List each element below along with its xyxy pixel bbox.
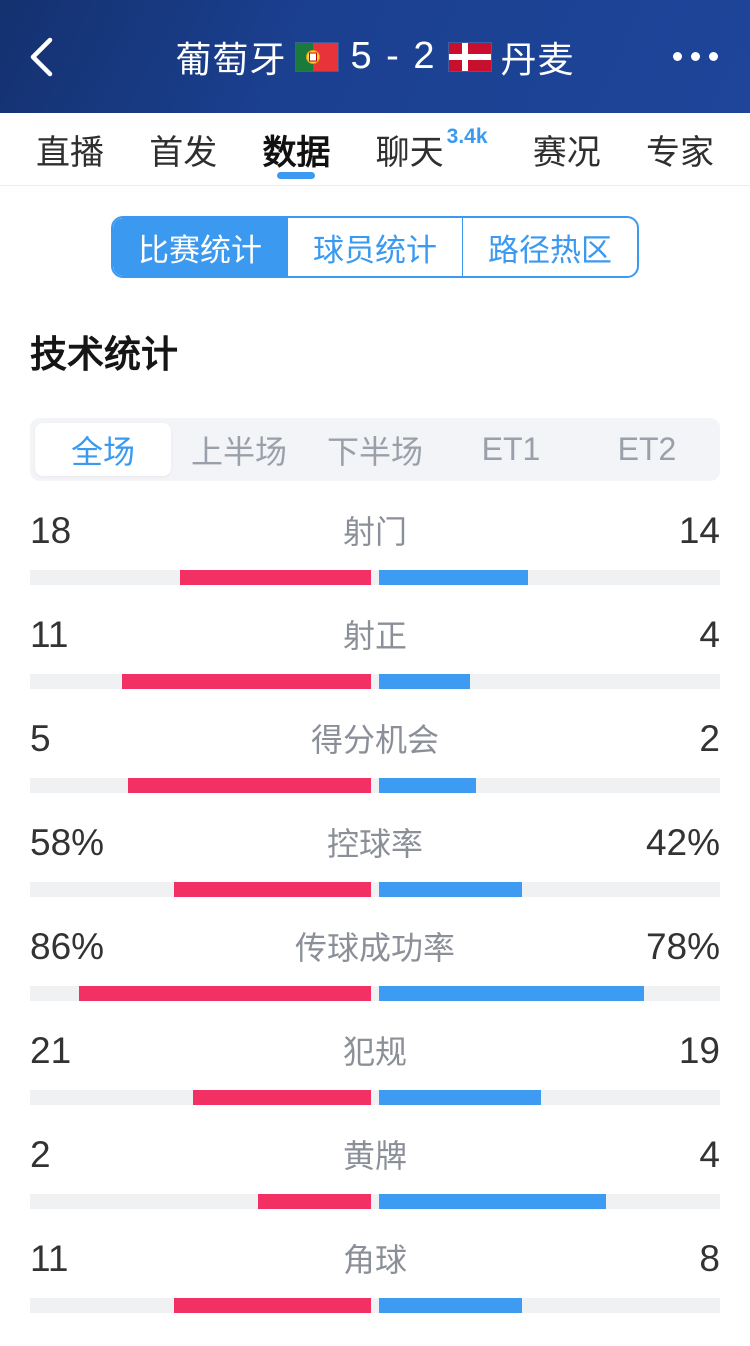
portugal-flag-icon: [296, 42, 339, 71]
home-team-name: 葡萄牙: [175, 38, 287, 80]
home-bar: [121, 674, 371, 689]
match-title: 葡萄牙 5 - 2 丹麦: [0, 0, 750, 113]
stat-bar-track: [30, 882, 720, 897]
home-value: 18: [30, 510, 72, 551]
stat-row-possession: 58% 控球率 42%: [30, 819, 720, 897]
home-bar: [174, 1298, 371, 1313]
away-value: 4: [699, 1134, 720, 1175]
tab-experts[interactable]: 专家: [645, 133, 714, 172]
home-value: 11: [30, 614, 69, 655]
chevron-left-icon: [30, 37, 53, 76]
away-value: 19: [678, 1030, 720, 1071]
home-bar: [179, 570, 371, 585]
home-bar: [78, 986, 371, 1001]
stat-label: 得分机会: [310, 722, 439, 758]
more-menu-button[interactable]: [669, 42, 722, 71]
stat-label: 射正: [342, 618, 407, 654]
away-bar: [379, 570, 528, 585]
stat-label: 黄牌: [342, 1138, 407, 1174]
stat-row-yellow-cards: 2 黄牌 4: [30, 1131, 720, 1209]
away-value: 4: [699, 614, 720, 655]
ellipsis-icon: [691, 52, 700, 61]
home-value: 58%: [30, 822, 105, 863]
tab-data[interactable]: 数据: [262, 113, 330, 185]
stats-list: 18 射门 14 11 射正 4 5 得分机会: [30, 507, 720, 1313]
denmark-flag-icon: [448, 42, 491, 71]
period-second-half[interactable]: 下半场: [326, 433, 423, 470]
nav-tab-bar: 直播 首发 数据 聊天 3.4k 赛况 专家: [0, 113, 750, 186]
segment-match-stats[interactable]: 比赛统计: [113, 218, 287, 276]
home-bar: [257, 1194, 371, 1209]
away-bar: [379, 778, 477, 793]
period-et1[interactable]: ET1: [481, 431, 541, 467]
stat-row-shots: 18 射门 14: [30, 507, 720, 585]
stat-bar-track: [30, 986, 720, 1001]
home-value: 2: [30, 1134, 51, 1175]
away-bar: [379, 986, 645, 1001]
tab-match-status[interactable]: 赛况: [532, 133, 601, 172]
period-first-half[interactable]: 上半场: [190, 433, 287, 470]
ellipsis-icon: [673, 52, 682, 61]
away-bar: [379, 1194, 606, 1209]
away-value: 8: [699, 1238, 720, 1279]
section-title: 技术统计: [30, 334, 178, 375]
stat-label: 射门: [342, 514, 407, 550]
stat-label: 控球率: [326, 826, 423, 862]
stat-bar-track: [30, 1090, 720, 1105]
home-bar: [128, 778, 371, 793]
away-value: 42%: [645, 822, 720, 863]
home-value: 11: [30, 1238, 69, 1279]
away-value: 78%: [645, 926, 720, 967]
stat-bar-track: [30, 778, 720, 793]
stat-row-fouls: 21 犯规 19: [30, 1027, 720, 1105]
home-value: 21: [30, 1030, 72, 1071]
segment-heatmap[interactable]: 路径热区: [462, 218, 637, 276]
home-value: 5: [30, 718, 51, 759]
home-bar: [173, 882, 371, 897]
stat-bar-track: [30, 1194, 720, 1209]
away-bar: [379, 1298, 523, 1313]
stat-label: 传球成功率: [294, 930, 455, 966]
period-et2[interactable]: ET2: [617, 431, 677, 467]
stat-bar-track: [30, 1298, 720, 1313]
home-value: 86%: [30, 926, 105, 967]
back-button[interactable]: [28, 35, 72, 79]
away-value: 14: [678, 510, 720, 551]
tab-chat[interactable]: 聊天 3.4k: [375, 125, 488, 172]
away-bar: [379, 1090, 541, 1105]
stat-bar-track: [30, 570, 720, 585]
stats-segment-control: 比赛统计 球员统计 路径热区: [111, 216, 639, 278]
stat-row-corners: 11 角球 8: [30, 1235, 720, 1313]
segment-player-stats[interactable]: 球员统计: [287, 218, 462, 276]
tab-lineup[interactable]: 首发: [149, 133, 218, 172]
chat-count-badge: 3.4k: [446, 125, 488, 148]
match-score: 5 - 2: [350, 35, 437, 77]
away-team-name: 丹麦: [500, 38, 575, 80]
stat-bar-track: [30, 674, 720, 689]
match-header: 葡萄牙 5 - 2 丹麦: [0, 0, 750, 113]
period-tab-bar: 全场 上半场 下半场 ET1 ET2: [30, 418, 720, 481]
stat-row-shots-on-target: 11 射正 4: [30, 611, 720, 689]
ellipsis-icon: [709, 52, 718, 61]
stat-row-pass-accuracy: 86% 传球成功率 78%: [30, 923, 720, 1001]
away-value: 2: [699, 718, 720, 759]
stat-row-big-chances: 5 得分机会 2: [30, 715, 720, 793]
stat-label: 犯规: [342, 1034, 407, 1070]
stat-label: 角球: [342, 1242, 407, 1278]
away-bar: [379, 882, 522, 897]
home-bar: [192, 1090, 371, 1105]
period-full-match[interactable]: 全场: [35, 423, 171, 476]
tab-live[interactable]: 直播: [36, 133, 104, 172]
away-bar: [379, 674, 470, 689]
